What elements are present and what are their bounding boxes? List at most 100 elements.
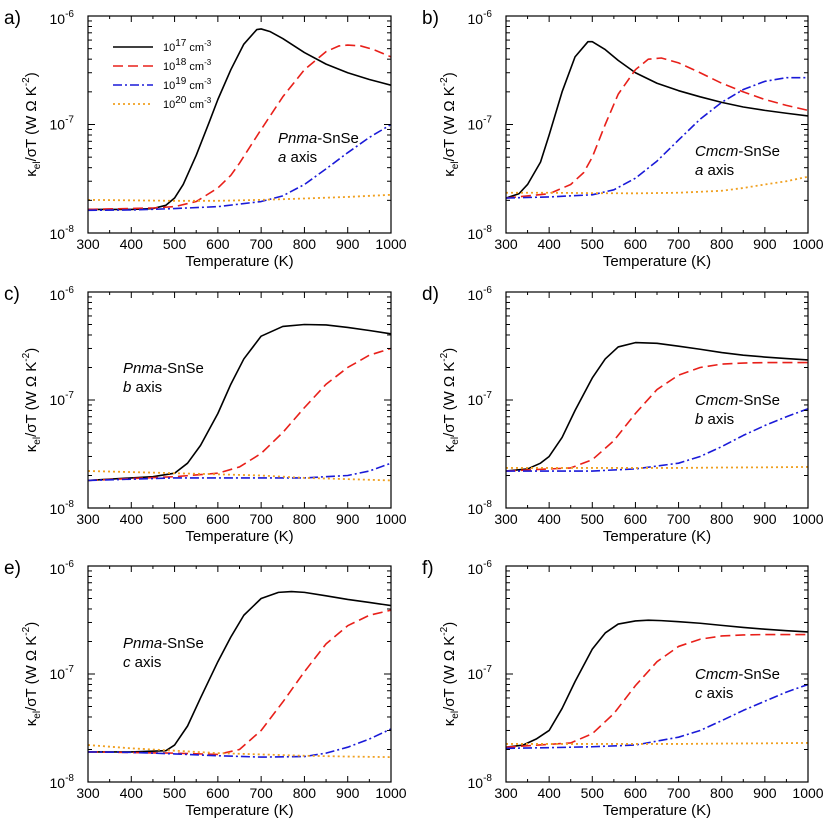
series-line-3 [88, 462, 391, 482]
series-group [88, 590, 391, 759]
x-tick-label: 400 [120, 511, 144, 527]
series-line-2 [506, 57, 808, 199]
x-tick-label: 400 [537, 236, 561, 252]
legend-label-4: 1020 cm-3 [163, 95, 212, 111]
x-tick-label: 300 [494, 236, 518, 252]
y-tick-label: 10-8 [50, 499, 75, 517]
panel-a: 300 400 500 600 700 800 900 1000 10-8 10-7 10-6 Tem… [4, 8, 407, 270]
x-tick-label: 500 [163, 511, 187, 527]
x-tick-label: 800 [710, 511, 734, 527]
series-line-1 [506, 40, 808, 199]
phase-annotation: Cmcm-SnSe [695, 392, 780, 409]
panel-label: a) [4, 8, 21, 29]
x-tick-label: 1000 [792, 785, 823, 801]
series-line-2 [88, 347, 391, 482]
series-line-3 [506, 407, 808, 472]
series-line-1 [506, 341, 808, 472]
series-line-4 [506, 175, 808, 195]
x-tick-label: 900 [336, 511, 360, 527]
axis-annotation: b axis [695, 411, 734, 428]
x-axis-label: Temperature (K) [603, 253, 711, 270]
x-tick-label: 700 [667, 236, 691, 252]
x-tick-label: 500 [163, 785, 187, 801]
panel-label: e) [4, 558, 21, 579]
series-line-1 [88, 323, 391, 482]
x-tick-label: 800 [293, 785, 317, 801]
y-tick-label: 10-6 [468, 559, 493, 577]
y-tick-label: 10-7 [50, 115, 75, 133]
series-line-1 [88, 590, 391, 753]
axis-annotation: c axis [123, 654, 161, 671]
y-tick-label: 10-7 [468, 390, 493, 408]
phase-annotation: Pnma-SnSe [278, 130, 359, 147]
series-line-3 [506, 76, 808, 199]
series-group [506, 341, 808, 472]
x-tick-label: 600 [206, 785, 230, 801]
legend: 1017 cm-3 1018 cm-3 1019 cm-3 1020 cm-3 [113, 38, 212, 111]
x-tick-label: 600 [206, 236, 230, 252]
series-line-3 [88, 728, 391, 758]
panel-label: d) [422, 284, 439, 305]
axis-annotation: b axis [123, 379, 162, 396]
series-line-4 [506, 742, 808, 745]
x-tick-label: 600 [624, 511, 648, 527]
y-tick-label: 10-6 [50, 285, 75, 303]
x-tick-label: 300 [494, 785, 518, 801]
x-tick-label: 900 [753, 785, 777, 801]
y-tick-label: 10-8 [50, 224, 75, 242]
x-tick-label: 500 [581, 236, 605, 252]
panel-c: 300 400 500 600 700 800 900 1000 10-8 10-7 10-6 Tem… [4, 284, 407, 545]
y-tick-label: 10-7 [468, 664, 493, 682]
x-tick-label: 500 [163, 236, 187, 252]
series-line-1 [506, 619, 808, 748]
series-group [88, 323, 391, 482]
series-line-2 [506, 361, 808, 472]
y-axis-label: κel/σT (W Ω K-2) [21, 348, 43, 452]
y-tick-label: 10-6 [50, 559, 75, 577]
series-line-3 [506, 683, 808, 750]
series-line-2 [88, 609, 391, 756]
y-axis-label: κel/σT (W Ω K-2) [439, 348, 461, 452]
series-line-4 [88, 744, 391, 759]
x-axis-label: Temperature (K) [185, 528, 293, 545]
legend-label-2: 1018 cm-3 [163, 57, 212, 73]
phase-annotation: Pnma-SnSe [123, 635, 204, 652]
y-axis-label: κel/σT (W Ω K-2) [439, 622, 461, 726]
x-tick-label: 500 [581, 785, 605, 801]
series-line-1 [88, 28, 391, 211]
x-tick-label: 900 [336, 785, 360, 801]
y-tick-label: 10-6 [468, 285, 493, 303]
x-tick-label: 700 [249, 511, 273, 527]
y-tick-label: 10-8 [50, 773, 75, 791]
y-axis-label: κel/σT (W Ω K-2) [21, 72, 43, 176]
y-axis-label: κel/σT (W Ω K-2) [21, 622, 43, 726]
y-tick-label: 10-7 [50, 664, 75, 682]
x-tick-label: 800 [710, 785, 734, 801]
series-group [506, 40, 808, 199]
x-tick-label: 900 [753, 511, 777, 527]
y-tick-label: 10-8 [468, 773, 493, 791]
legend-label-3: 1019 cm-3 [163, 76, 212, 92]
panel-e: 300 400 500 600 700 800 900 1000 10-8 10-7 10-6 Tem… [4, 558, 407, 819]
x-axis-label: Temperature (K) [185, 253, 293, 270]
panel-label: b) [422, 8, 439, 29]
y-tick-label: 10-6 [50, 9, 75, 27]
axis-annotation: a axis [278, 149, 317, 166]
x-tick-label: 300 [494, 511, 518, 527]
x-tick-label: 1000 [375, 511, 406, 527]
x-axis-label: Temperature (K) [185, 802, 293, 819]
series-group [88, 28, 391, 212]
axis-annotation: c axis [695, 685, 733, 702]
panel-label: c) [4, 284, 20, 305]
legend-label-1: 1017 cm-3 [163, 38, 212, 54]
series-group [506, 619, 808, 750]
panel-d: 300 400 500 600 700 800 900 1000 10-8 10-7 10-6 Tem… [422, 284, 824, 545]
series-line-4 [88, 193, 391, 202]
series-line-2 [88, 44, 391, 211]
phase-annotation: Cmcm-SnSe [695, 143, 780, 160]
panel-label: f) [422, 558, 434, 579]
x-tick-label: 700 [667, 785, 691, 801]
series-line-4 [88, 470, 391, 482]
x-tick-label: 900 [336, 236, 360, 252]
